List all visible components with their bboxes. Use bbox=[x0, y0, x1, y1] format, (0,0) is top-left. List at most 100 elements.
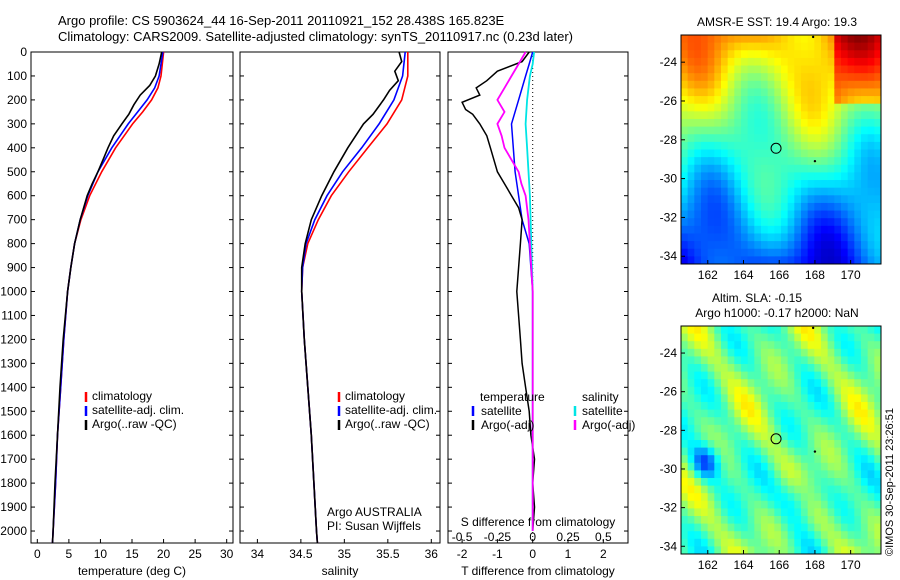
difference-series-3 bbox=[496, 51, 534, 531]
heatmap-cell bbox=[707, 103, 715, 112]
heatmap-cell bbox=[714, 96, 722, 105]
heatmap-cell bbox=[807, 379, 815, 388]
heatmap-cell bbox=[721, 50, 729, 59]
heatmap-cell bbox=[854, 356, 862, 365]
heatmap-cell bbox=[814, 424, 822, 433]
depth-tick-label: 900 bbox=[7, 261, 27, 275]
heatmap-cell bbox=[834, 241, 842, 250]
heatmap-cell bbox=[681, 470, 689, 479]
heatmap-cell bbox=[721, 187, 729, 196]
heatmap-cell bbox=[734, 141, 742, 151]
heatmap-cell bbox=[681, 341, 689, 350]
heatmap-cell bbox=[854, 134, 862, 143]
heatmap-cell bbox=[774, 341, 782, 350]
heatmap-cell bbox=[734, 233, 742, 242]
heatmap-cell bbox=[834, 118, 842, 128]
heatmap-cell bbox=[847, 134, 855, 143]
heatmap-cell bbox=[861, 80, 869, 90]
heatmap-cell bbox=[827, 73, 835, 82]
temperature-series-1 bbox=[51, 51, 164, 544]
heatmap-cell bbox=[867, 394, 875, 403]
heatmap-cell bbox=[807, 531, 815, 540]
heatmap-cell bbox=[714, 118, 722, 128]
heatmap-cell bbox=[781, 402, 789, 411]
heatmap-cell bbox=[721, 356, 729, 365]
heatmap-cell bbox=[867, 225, 875, 235]
heatmap-cell bbox=[761, 233, 769, 242]
heatmap-cell bbox=[787, 485, 795, 494]
heatmap-cell bbox=[834, 141, 842, 151]
heatmap-cell bbox=[847, 402, 855, 411]
heatmap-cell bbox=[834, 149, 842, 158]
heatmap-cell bbox=[874, 508, 881, 517]
heatmap-cell bbox=[787, 126, 795, 135]
heatmap-cell bbox=[834, 341, 842, 350]
heatmap-cell bbox=[827, 478, 835, 487]
heatmap-cell bbox=[754, 157, 762, 166]
heatmap-cell bbox=[707, 187, 715, 196]
heatmap-cell bbox=[874, 379, 881, 388]
heatmap-cell bbox=[787, 42, 795, 51]
heatmap-cell bbox=[727, 546, 735, 554]
heatmap-cell bbox=[741, 225, 749, 235]
heatmap-cell bbox=[707, 470, 715, 479]
heatmap-cell bbox=[834, 333, 842, 342]
heatmap-cell bbox=[781, 462, 789, 471]
heatmap-cell bbox=[701, 195, 709, 204]
heatmap-cell bbox=[747, 35, 755, 44]
heatmap-cell bbox=[847, 424, 855, 433]
heatmap-cell bbox=[781, 248, 789, 257]
heatmap-cell bbox=[867, 42, 875, 51]
heatmap-cell bbox=[687, 493, 695, 502]
heatmap-cell bbox=[847, 73, 855, 82]
heatmap-cell bbox=[781, 65, 789, 74]
temperature-axis-label: temperature (deg C) bbox=[78, 564, 186, 578]
heatmap-cell bbox=[741, 386, 749, 395]
heatmap-cell bbox=[707, 248, 715, 257]
heatmap-cell bbox=[861, 402, 869, 411]
heatmap-cell bbox=[747, 432, 755, 441]
heatmap-cell bbox=[761, 470, 769, 479]
S-difference-axis-label: S difference from climatology bbox=[461, 515, 616, 529]
heatmap-cell bbox=[734, 379, 742, 388]
heatmap-cell bbox=[714, 470, 722, 479]
heatmap-cell bbox=[761, 225, 769, 235]
heatmap-cell bbox=[721, 118, 729, 128]
heatmap-cell bbox=[867, 417, 875, 426]
heatmap-cell bbox=[767, 546, 775, 554]
heatmap-cell bbox=[854, 379, 862, 388]
heatmap-cell bbox=[821, 57, 829, 67]
heatmap-cell bbox=[814, 516, 822, 525]
heatmap-cell bbox=[694, 538, 702, 547]
heatmap-cell bbox=[841, 478, 849, 487]
heatmap-cell bbox=[714, 455, 722, 464]
heatmap-cell bbox=[821, 65, 829, 74]
heatmap-cell bbox=[754, 141, 762, 151]
heatmap-cell bbox=[754, 96, 762, 105]
heatmap-cell bbox=[821, 424, 829, 433]
heatmap-cell bbox=[694, 356, 702, 365]
heatmap-cell bbox=[734, 523, 742, 532]
heatmap-cell bbox=[834, 508, 842, 517]
heatmap-cell bbox=[801, 225, 809, 235]
heatmap-cell bbox=[874, 187, 881, 196]
heatmap-cell bbox=[681, 455, 689, 464]
heatmap-cell bbox=[787, 409, 795, 418]
heatmap-cell bbox=[854, 417, 862, 426]
heatmap-cell bbox=[767, 508, 775, 517]
heatmap-cell bbox=[681, 96, 689, 105]
heatmap-cell bbox=[794, 364, 802, 373]
heatmap-cell bbox=[687, 172, 695, 181]
heatmap-cell bbox=[794, 538, 802, 547]
heatmap-cell bbox=[867, 141, 875, 151]
heatmap-cell bbox=[801, 333, 809, 342]
heatmap-cell bbox=[714, 402, 722, 411]
heatmap-cell bbox=[827, 248, 835, 257]
heatmap-cell bbox=[794, 531, 802, 540]
heatmap-cell bbox=[827, 493, 835, 502]
heatmap-cell bbox=[714, 447, 722, 456]
heatmap-cell bbox=[847, 523, 855, 532]
heatmap-cell bbox=[814, 202, 822, 212]
copyright-footer: ©IMOS 30-Sep-2011 23:26:51 bbox=[884, 408, 896, 556]
heatmap-cell bbox=[787, 233, 795, 242]
